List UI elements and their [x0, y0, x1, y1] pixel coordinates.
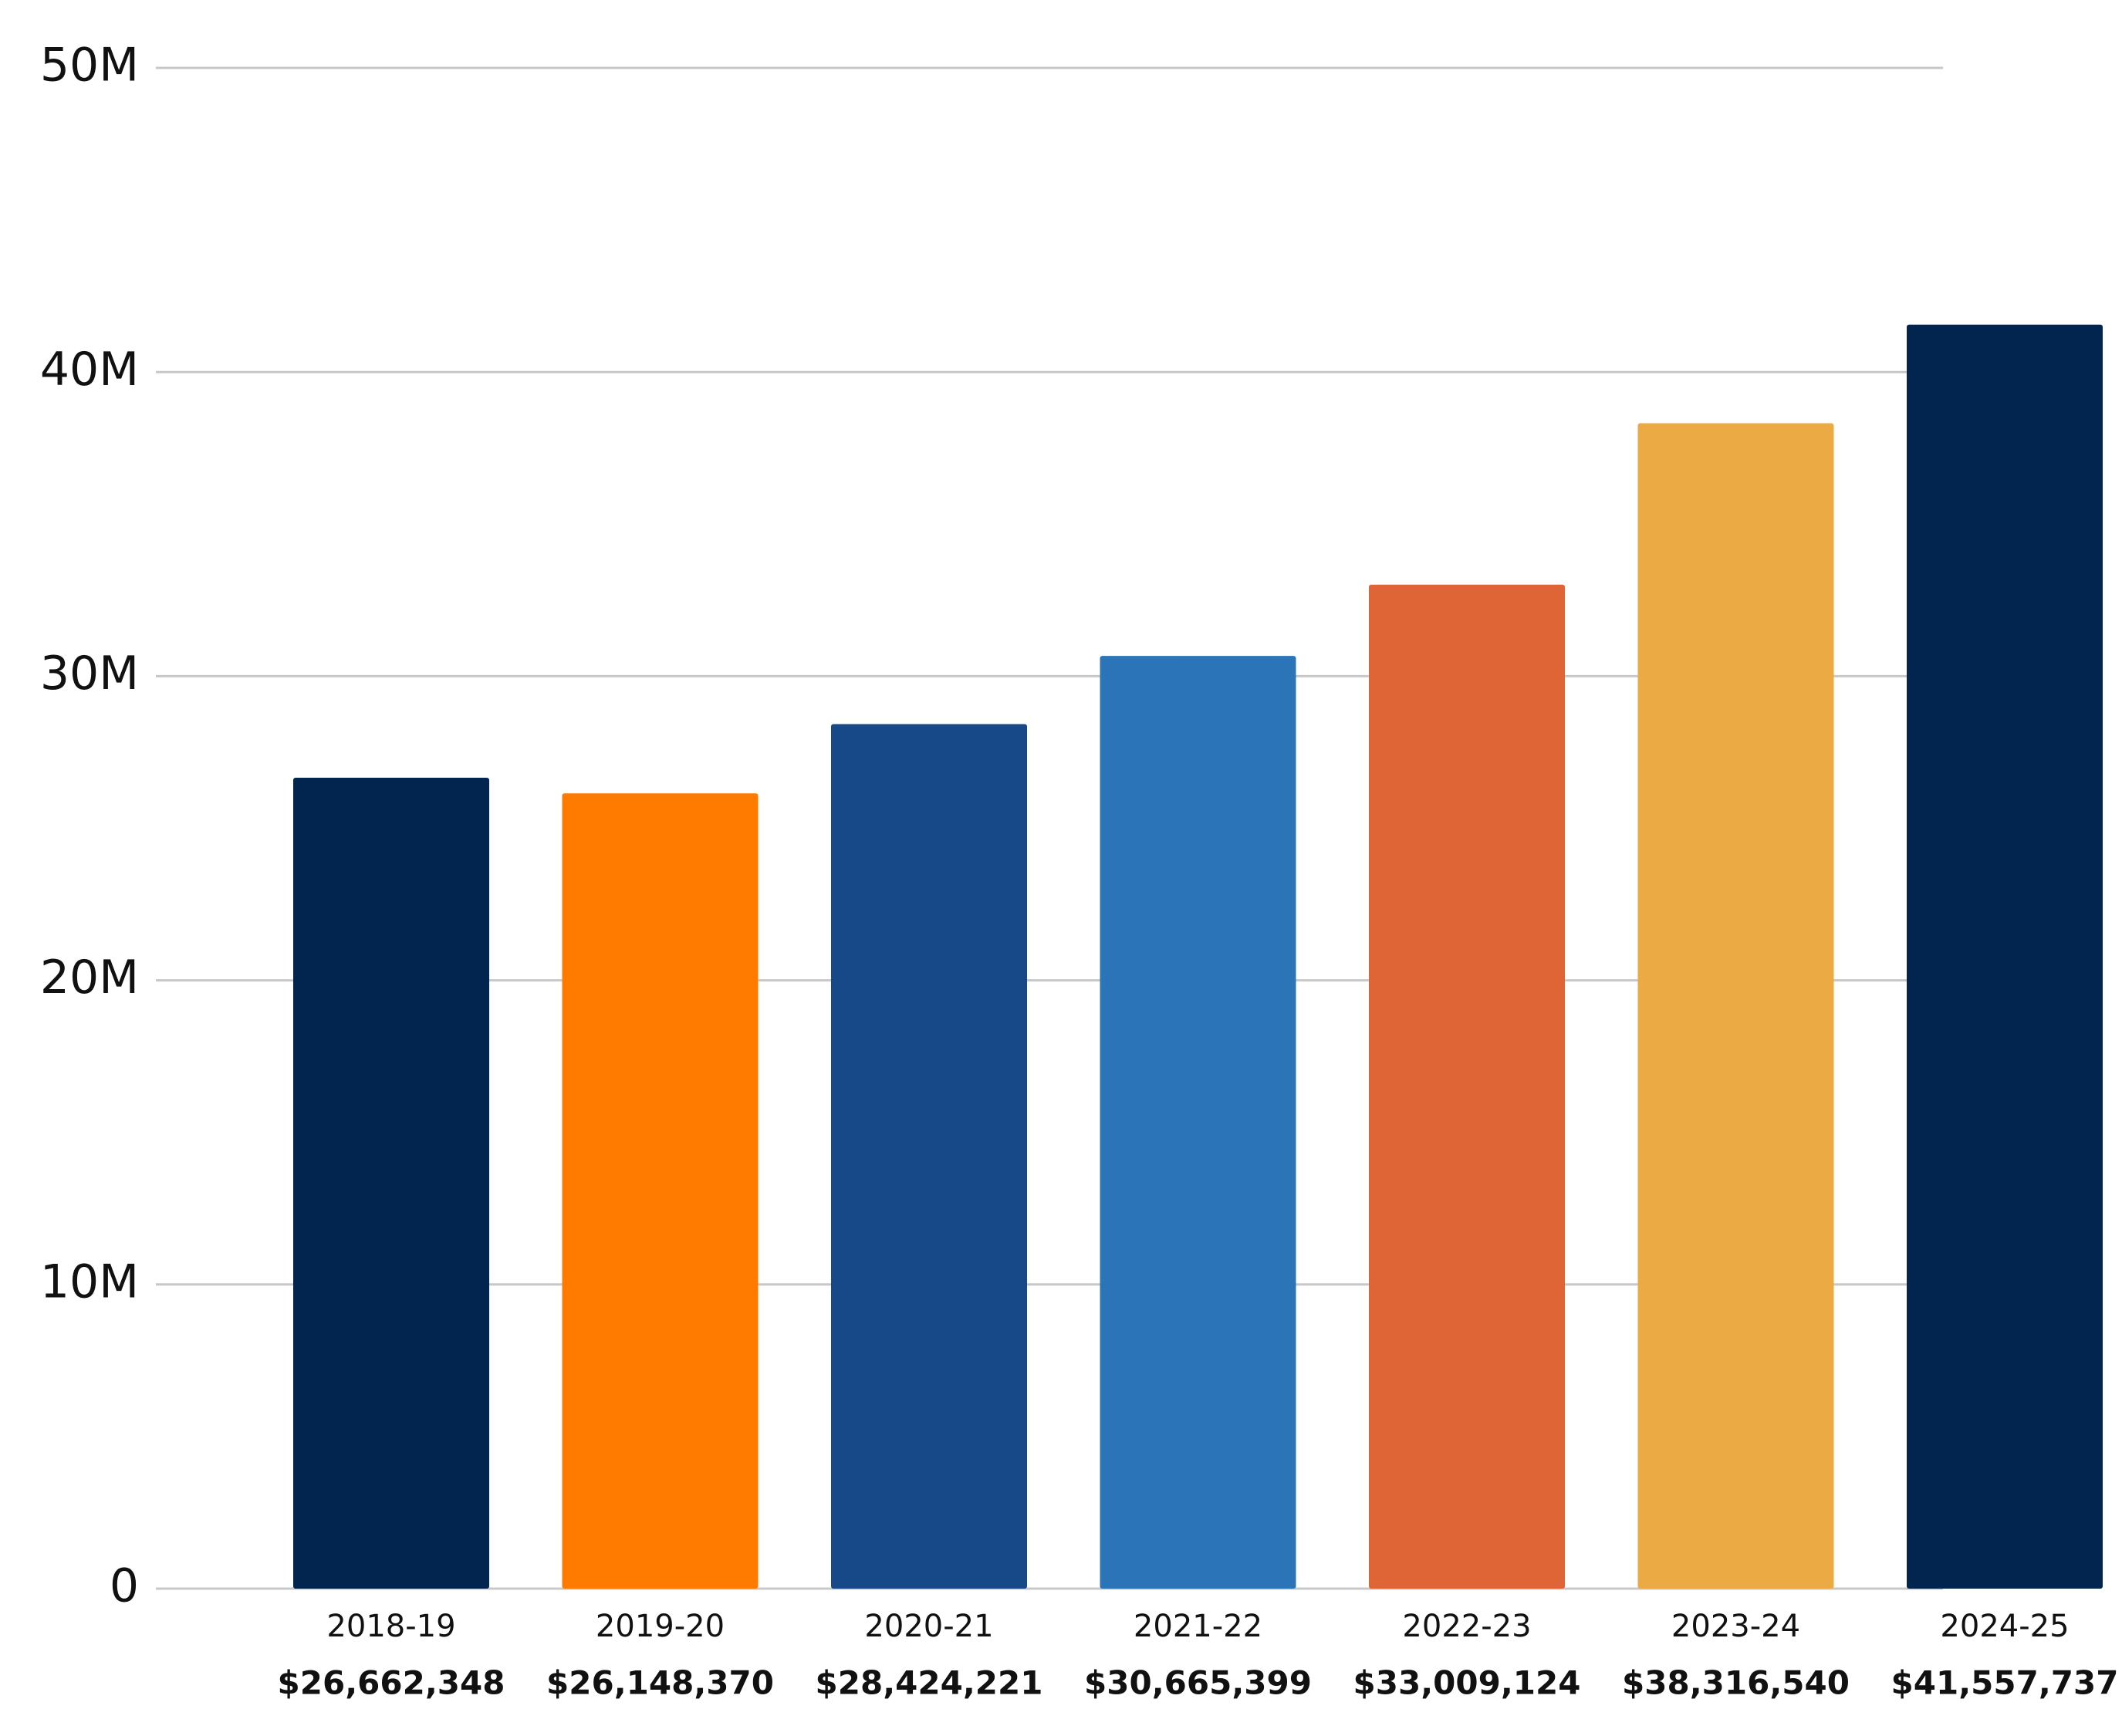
- value-label: $30,665,399: [1084, 1664, 1312, 1702]
- y-tick-label: 40M: [40, 343, 139, 397]
- value-label: $41,557,737: [1891, 1664, 2119, 1702]
- bar: [1100, 656, 1296, 1589]
- bar: [1369, 584, 1565, 1589]
- bar: [1637, 423, 1834, 1589]
- y-tick-label: 30M: [40, 647, 139, 701]
- y-tick-label: 20M: [40, 951, 139, 1005]
- x-tick-label: 2023-24: [1671, 1609, 1800, 1644]
- x-tick-label: 2018-19: [326, 1609, 455, 1644]
- bar: [293, 777, 489, 1589]
- bar: [1907, 324, 2103, 1589]
- y-tick-label: 0: [110, 1559, 139, 1613]
- value-label: $38,316,540: [1622, 1664, 1850, 1702]
- x-tick-label: 2020-21: [864, 1609, 993, 1644]
- value-label: $33,009,124: [1353, 1664, 1581, 1702]
- value-label: $26,662,348: [278, 1664, 505, 1702]
- y-tick-label: 50M: [40, 39, 139, 93]
- value-label: $26,148,370: [546, 1664, 774, 1702]
- bar: [562, 793, 759, 1589]
- x-tick-label: 2021-22: [1134, 1609, 1262, 1644]
- value-label: $28,424,221: [816, 1664, 1043, 1702]
- y-tick-label: 10M: [40, 1255, 139, 1309]
- x-tick-label: 2024-25: [1940, 1609, 2069, 1644]
- x-tick-label: 2022-23: [1402, 1609, 1531, 1644]
- x-tick-label: 2019-20: [596, 1609, 725, 1644]
- bar: [831, 724, 1027, 1589]
